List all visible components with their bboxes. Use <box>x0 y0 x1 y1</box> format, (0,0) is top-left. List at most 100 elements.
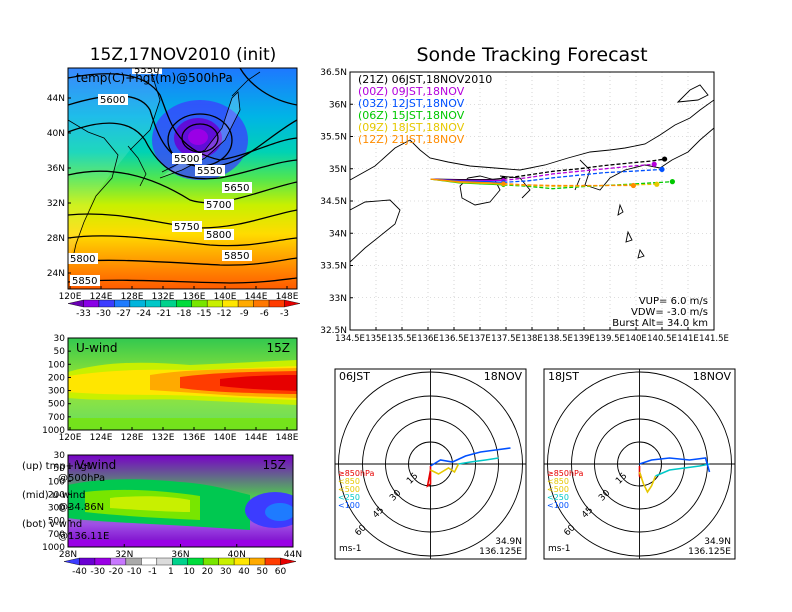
legend-notes: (up) tmp+hgt @500hPa (mid) u-wind @34.86… <box>22 461 109 542</box>
contour-label: 5650 <box>224 183 249 194</box>
hodograph-unit: ms-1 <box>339 544 361 554</box>
y-tick-label: 300 <box>48 387 65 397</box>
colorbar-label: 20 <box>202 567 214 577</box>
x-tick-label: 36N <box>171 550 189 560</box>
panel-500hpa-label: temp(C)+hgt(m)@500hPa <box>76 71 233 85</box>
map-legend-entry: (09Z) 18JST,18NOV <box>358 121 465 134</box>
ring-label: 30 <box>388 488 403 503</box>
y-tick-label: 33N <box>329 294 347 304</box>
colorbar-cell <box>206 299 223 308</box>
y-tick-label: 200 <box>48 490 65 500</box>
hodograph-plot <box>544 369 735 559</box>
hodograph-date: 18NOV <box>693 370 732 383</box>
ring-label: 60 <box>562 523 577 538</box>
hodograph-date: 18NOV <box>484 370 523 383</box>
panel-uwind: U-wind 15Z 30 50 100 200 300 500 700 1000 120E 1… <box>42 334 299 443</box>
x-tick-label: 144E <box>245 433 268 443</box>
contour-label: 5850 <box>224 251 249 262</box>
hodograph-trace <box>430 463 460 475</box>
hodograph-trace <box>638 471 657 494</box>
x-tick-label: 135.5E <box>387 334 417 344</box>
temp-colorbar: -33 -30 -27 -24 -21 -18 -15 -12 -9 -6 -3 <box>67 299 301 319</box>
colorbar-cell <box>129 299 146 308</box>
hodograph-lat: 34.9N <box>704 537 731 547</box>
x-tick-label: 139.5E <box>595 334 625 344</box>
hodograph-trace <box>430 447 511 467</box>
ring-label: 45 <box>371 505 386 520</box>
contour-label: 5800 <box>206 230 231 241</box>
y-tick-label: 32.5N <box>320 326 347 336</box>
track-endpoint <box>669 179 676 185</box>
x-tick-label: 140E <box>214 433 237 443</box>
uwind-label: U-wind <box>76 341 117 355</box>
y-tick-label: 32N <box>47 199 65 209</box>
x-tick-label: 141E <box>677 334 699 344</box>
hodograph-unit: ms-1 <box>548 544 570 554</box>
track-line-dashed <box>503 181 673 190</box>
note-up-b: @500hPa <box>58 473 105 484</box>
x-tick-label: 148E <box>276 433 299 443</box>
x-tick-label: 136E <box>183 292 206 302</box>
x-tick-label: 138E <box>521 334 543 344</box>
colorbar-cell <box>98 299 115 308</box>
y-tick-label: 50 <box>54 464 66 474</box>
map-legend-entry: (03Z) 12JST,18NOV <box>358 97 465 110</box>
note-mid-a: (mid) u-wind <box>22 490 85 501</box>
y-tick-label: 44N <box>47 94 65 104</box>
contour-label: 5500 <box>174 154 199 165</box>
x-tick-label: 140.5E <box>647 334 677 344</box>
x-tick-label: 40N <box>228 550 246 560</box>
panel-500hpa: 5500 5550 5600 5650 5700 5750 5800 5850 … <box>47 67 299 302</box>
y-tick-label: 500 <box>48 400 65 410</box>
colorbar-cell <box>187 557 204 566</box>
x-tick-label: 124E <box>90 433 113 443</box>
level-legend: <850 <box>547 477 569 486</box>
y-tick-label: 36.5N <box>320 68 347 78</box>
colorbar-cell <box>176 299 192 308</box>
hodograph-lon: 136.125E <box>688 547 731 557</box>
colorbar-label: 10 <box>183 567 195 577</box>
y-tick-label: 35.5N <box>320 133 347 143</box>
y-tick-label: 30 <box>54 334 66 344</box>
hodograph-plot <box>335 369 526 559</box>
left-title: 15Z,17NOV2010 (init) <box>90 45 277 65</box>
x-tick-label: 28N <box>59 550 77 560</box>
colorbar-cell <box>94 557 111 566</box>
x-tick-label: 144E <box>245 292 268 302</box>
hodograph-lat: 34.9N <box>495 537 522 547</box>
map-legend-entry: (21Z) 06JST,18NOV2010 <box>358 73 492 86</box>
y-tick-label: 34N <box>329 229 347 239</box>
colorbar-cell <box>145 299 162 308</box>
x-tick-label: 136.5E <box>439 334 469 344</box>
contour-label: 5600 <box>100 95 125 106</box>
colorbar-label: -3 <box>280 309 289 319</box>
colorbar-cell <box>268 299 285 308</box>
colorbar-label: -21 <box>157 309 172 319</box>
colorbar-label: -15 <box>197 309 212 319</box>
contour-label: 5750 <box>174 222 199 233</box>
level-legend: <500 <box>338 485 360 494</box>
track-line-dashed <box>503 158 665 180</box>
ring-label: 45 <box>580 505 595 520</box>
colorbar-cell <box>264 557 281 566</box>
x-tick-label: 136E <box>417 334 439 344</box>
colorbar-cell <box>114 299 131 308</box>
ring-label: 60 <box>353 523 368 538</box>
colorbar-label: -12 <box>217 309 232 319</box>
hodograph-frame <box>334 368 527 560</box>
y-tick-label: 700 <box>48 413 65 423</box>
track-point <box>501 181 506 186</box>
track-endpoint <box>654 181 660 187</box>
colorbar-cell <box>110 557 127 566</box>
contour-labels: 5500 5550 5600 5650 5700 5750 5800 5850 … <box>68 68 252 287</box>
colorbar-label: 50 <box>257 567 269 577</box>
map-info-vdw: VDW= -3.0 m/s <box>631 307 708 318</box>
y-tick-label: 24N <box>47 269 65 279</box>
colorbar-label: -6 <box>260 309 269 319</box>
y-tick-label: 36N <box>47 164 65 174</box>
y-tick-label: 30 <box>54 451 66 461</box>
note-bot-a: (bot) v-wind <box>22 519 82 530</box>
